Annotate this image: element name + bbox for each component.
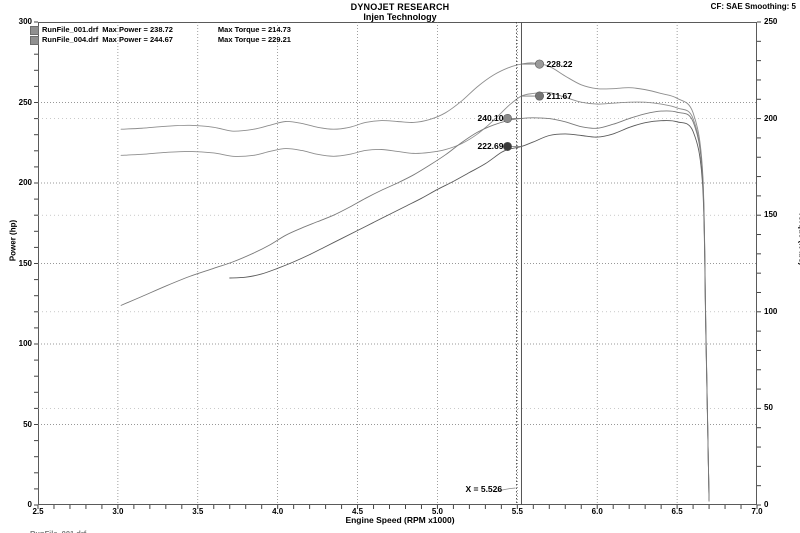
legend-max-power: Max Power = 244.67 [102, 35, 173, 44]
y-tick-label-torque: 250 [764, 17, 778, 26]
legend: RunFile_001.drf Max Power = 238.72 Max T… [30, 25, 291, 45]
y-tick-label-torque: 0 [764, 500, 769, 509]
page-title: DYNOJET RESEARCH [350, 2, 450, 12]
legend-row: RunFile_004.drf Max Power = 244.67 Max T… [30, 35, 291, 45]
x-tick-label: 4.5 [351, 507, 364, 516]
x-tick-label: 5.0 [431, 507, 443, 516]
y-tick-label-torque: 50 [764, 403, 773, 413]
x-tick-label: 6.5 [671, 507, 683, 516]
cursor-value-label: 228.22 [546, 58, 573, 69]
y-tick-label-power: 200 [18, 178, 32, 187]
correction-factor-label: CF: SAE Smoothing: 5 [710, 2, 796, 11]
page-subtitle: Injen Technology [363, 12, 437, 22]
x-tick-label: 4.0 [272, 507, 284, 516]
x-axis-label: Engine Speed (RPM x1000) [345, 515, 455, 525]
x-tick-label: 5.5 [511, 507, 523, 516]
cursor-x-readout: X = 5.526 [465, 484, 503, 494]
y-tick-label-power: 100 [18, 339, 32, 348]
y-tick-label-torque: 100 [764, 306, 778, 316]
cursor-value-label: 211.67 [546, 90, 573, 101]
legend-swatch-icon [30, 25, 39, 35]
x-tick-label: 2.5 [32, 507, 44, 516]
legend-swatch-icon [30, 35, 39, 45]
clipped-legend-text: RunFile_001.drf [30, 528, 87, 533]
legend-max-torque: Max Torque = 229.21 [217, 35, 291, 44]
legend-file-name: RunFile_004.drf [42, 35, 99, 44]
y-tick-label-torque: 200 [764, 113, 778, 123]
legend-row: RunFile_001.drf Max Power = 238.72 Max T… [30, 25, 291, 35]
y-tick-label-power: 0 [27, 500, 32, 509]
legend-max-power: Max Power = 238.72 [102, 25, 173, 34]
clipped-legend-row: RunFile_001.drf [0, 528, 800, 533]
y-tick-label-power: 50 [23, 419, 32, 429]
y-tick-label-power: 150 [18, 258, 32, 268]
plot-area[interactable] [38, 22, 757, 505]
y-tick-label-power: 300 [18, 17, 32, 26]
cursor-value-label: 240.10 [477, 112, 504, 123]
legend-max-torque: Max Torque = 214.73 [217, 25, 291, 34]
x-tick-label: 7.0 [751, 507, 763, 516]
legend-file-name: RunFile_001.drf [42, 25, 99, 34]
x-tick-label: 3.5 [192, 507, 204, 516]
x-tick-label: 6.0 [591, 507, 603, 516]
y-tick-label-torque: 150 [764, 210, 778, 220]
cursor-value-label: 222.69 [477, 140, 504, 151]
y-tick-label-power: 250 [18, 97, 32, 107]
x-tick-label: 3.0 [112, 507, 124, 516]
